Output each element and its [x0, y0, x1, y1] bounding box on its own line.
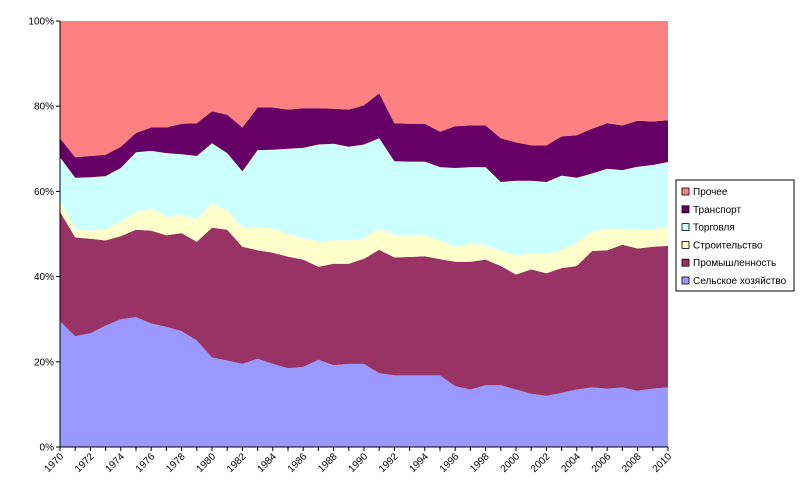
legend-label: Промышленность [693, 258, 776, 269]
series-area-1 [60, 211, 668, 396]
legend-label: Торговля [693, 223, 735, 234]
legend-swatch [681, 240, 690, 249]
y-axis: 0% 20% 40% 60% 80% 100% [28, 17, 61, 454]
x-tick-label: 2008 [620, 451, 644, 475]
plot-area [60, 21, 668, 447]
x-tick-label: 1994 [407, 451, 431, 475]
x-tick-label: 1972 [73, 451, 97, 475]
x-tick-label: 1980 [195, 451, 219, 475]
x-tick-label: 1986 [286, 451, 310, 475]
legend-swatch [681, 258, 690, 267]
series-area-4 [60, 93, 668, 182]
x-tick-label: 1988 [316, 451, 340, 475]
legend-swatch [681, 276, 690, 285]
series-area-2 [60, 199, 668, 275]
x-tick-label: 1978 [164, 451, 188, 475]
x-tick-label: 1982 [225, 451, 249, 475]
x-tick-label: 1970 [43, 451, 67, 475]
x-tick-label: 1996 [438, 451, 462, 475]
legend-swatch [681, 187, 690, 196]
y-tick-label: 40% [34, 272, 54, 283]
x-tick-label: 2002 [529, 451, 553, 475]
x-tick-label: 2004 [559, 451, 583, 475]
y-tick-label: 0% [40, 443, 55, 454]
y-tick-label: 80% [34, 102, 54, 113]
x-tick-label: 1974 [103, 451, 127, 475]
legend-swatch [681, 205, 690, 214]
y-tick-label: 20% [34, 357, 54, 368]
legend-label: Строительство [693, 240, 763, 251]
series-area-3 [60, 138, 668, 256]
x-axis: 1970 1972 1974 1976 1978 1980 1982 1984 1986 1988… [43, 446, 675, 475]
x-tick-label: 2010 [651, 451, 675, 475]
series-area-0 [60, 317, 668, 447]
legend-swatch [681, 223, 690, 232]
legend-label: Транспорт [693, 205, 742, 216]
legend: Прочее Транспорт Торговля Строительство Пром… [675, 179, 795, 292]
legend-box [675, 179, 795, 292]
legend-label: Сельское хозяйство [693, 276, 787, 287]
x-tick-label: 1990 [347, 451, 371, 475]
series-area-5 [60, 21, 668, 158]
x-tick-label: 2006 [590, 451, 614, 475]
y-tick-label: 60% [34, 187, 54, 198]
legend-label: Прочее [693, 187, 728, 198]
x-tick-label: 1976 [134, 451, 158, 475]
x-tick-label: 1984 [255, 451, 279, 475]
x-tick-label: 1998 [468, 451, 492, 475]
y-tick-label: 100% [28, 17, 54, 28]
x-tick-label: 1992 [377, 451, 401, 475]
x-tick-label: 2000 [499, 451, 523, 475]
